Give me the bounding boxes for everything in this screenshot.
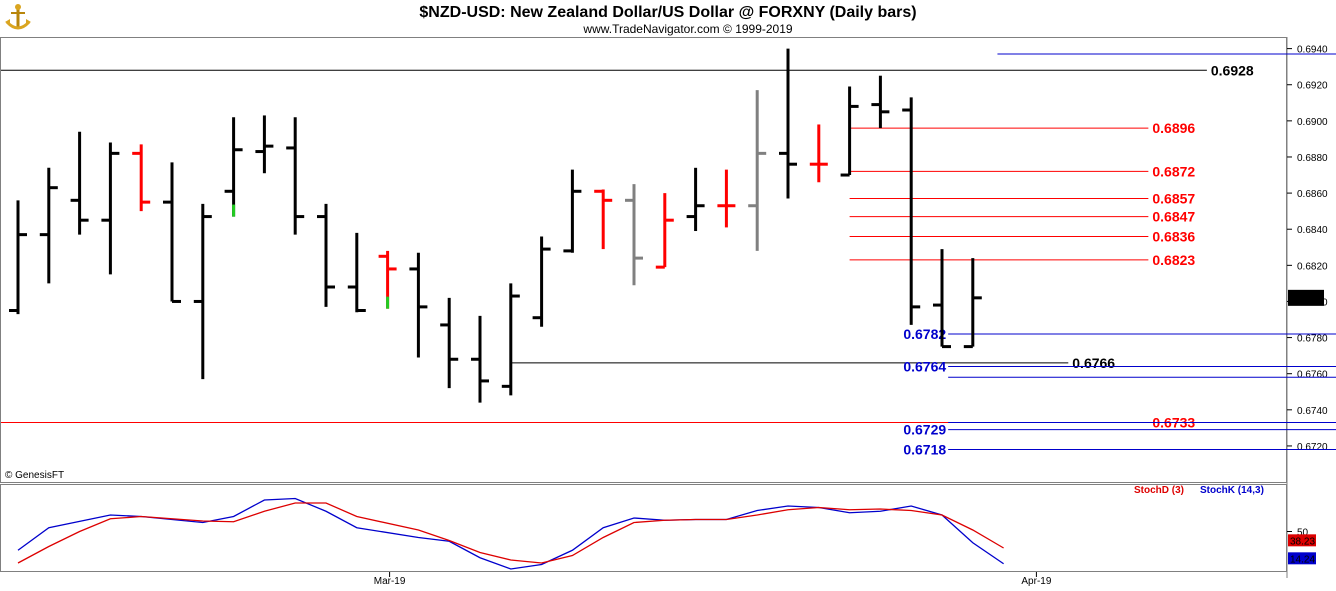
price-tick-label: 0.6900 bbox=[1297, 117, 1328, 128]
price-level-label: 0.6928 bbox=[1211, 62, 1254, 78]
price-bar bbox=[440, 297, 459, 389]
stochastic-lines bbox=[17, 497, 1004, 570]
price-bar bbox=[409, 252, 428, 358]
price-bar bbox=[501, 283, 520, 396]
price-bar bbox=[101, 142, 120, 275]
chart-title: $NZD-USD: New Zealand Dollar/US Dollar @… bbox=[419, 4, 916, 21]
price-level-label: 0.6823 bbox=[1152, 252, 1195, 268]
current-price-box bbox=[1288, 289, 1324, 306]
price-bar bbox=[532, 236, 551, 327]
price-tick-label: 0.6840 bbox=[1297, 225, 1328, 236]
anchor-logo-icon bbox=[3, 3, 35, 35]
price-level-label: 0.6857 bbox=[1152, 191, 1195, 207]
price-bar bbox=[933, 249, 951, 349]
price-tick-label: 0.6940 bbox=[1297, 45, 1328, 56]
price-bar bbox=[840, 86, 859, 177]
price-tick-label: 0.6760 bbox=[1297, 370, 1328, 381]
price-bar bbox=[378, 250, 397, 309]
price-level-label: 0.6836 bbox=[1152, 228, 1195, 244]
stochastic-last-label: 38.23 bbox=[1290, 536, 1315, 547]
price-bar bbox=[902, 97, 921, 325]
price-bars bbox=[9, 48, 982, 403]
price-bar bbox=[286, 117, 305, 235]
price-bar bbox=[471, 315, 489, 403]
stochastic-legend-item: StochD (3) bbox=[1134, 485, 1184, 496]
stochastic-last-label: 14.24 bbox=[1290, 554, 1315, 565]
stochastic-legend: StochD (3) StochK (14,3) bbox=[1134, 485, 1264, 496]
stochastic-last-box bbox=[1288, 552, 1316, 565]
stochastic-line bbox=[17, 497, 1004, 570]
price-tick-label: 0.6740 bbox=[1297, 406, 1328, 417]
price-bar bbox=[963, 258, 982, 349]
price-bar bbox=[317, 203, 335, 307]
price-bar bbox=[39, 167, 58, 284]
copyright-label: © GenesisFT bbox=[5, 470, 64, 481]
stochastic-panel-frame bbox=[0, 484, 1287, 572]
stochastic-line bbox=[17, 502, 1004, 564]
price-bar bbox=[9, 200, 27, 315]
price-level-label: 0.6764 bbox=[903, 358, 946, 374]
price-bar bbox=[655, 193, 674, 269]
current-price-group: 0.6802 bbox=[1288, 289, 1324, 306]
price-tick-label: 0.6780 bbox=[1297, 334, 1328, 345]
stochastic-legend-item: StochK (14,3) bbox=[1200, 485, 1264, 496]
price-bar bbox=[625, 184, 643, 286]
stochastic-axis: 50 14.24 38.23 bbox=[1287, 528, 1316, 565]
price-bar bbox=[70, 131, 89, 235]
price-bar bbox=[809, 124, 828, 183]
price-bar bbox=[255, 115, 274, 174]
price-level-label: 0.6872 bbox=[1152, 163, 1195, 179]
date-tick-label: Apr-19 bbox=[1021, 576, 1051, 587]
date-tick-label: Mar-19 bbox=[374, 576, 406, 587]
price-levels: 0.69370.69280.68960.68720.68570.68470.68… bbox=[1, 53, 1336, 458]
stochastic-tick-label: 50 bbox=[1297, 528, 1309, 539]
price-bar bbox=[748, 90, 767, 251]
price-bar bbox=[594, 189, 613, 250]
current-price-label: 0.6802 bbox=[1291, 294, 1322, 305]
date-axis: Mar-19 Apr-19 bbox=[374, 572, 1052, 587]
price-bar bbox=[779, 48, 797, 199]
price-level-label: 0.6782 bbox=[903, 326, 946, 342]
price-tick-label: 0.6720 bbox=[1297, 442, 1328, 453]
price-level-label: 0.6729 bbox=[903, 422, 946, 438]
price-bar bbox=[193, 203, 212, 380]
price-tick-label: 0.6820 bbox=[1297, 261, 1328, 272]
price-bar bbox=[224, 117, 243, 217]
price-bar bbox=[163, 162, 181, 303]
price-level-label: 0.6718 bbox=[903, 442, 946, 458]
price-bar bbox=[717, 169, 736, 228]
price-level-label: 0.6896 bbox=[1152, 120, 1195, 136]
chart-subtitle: www.TradeNavigator.com © 1999-2019 bbox=[582, 22, 792, 36]
price-bar bbox=[686, 167, 705, 232]
price-bar bbox=[563, 169, 582, 253]
price-bar bbox=[132, 144, 151, 212]
price-tick-label: 0.6860 bbox=[1297, 189, 1328, 200]
price-tick-label: 0.6920 bbox=[1297, 81, 1328, 92]
price-tick-label: 0.6880 bbox=[1297, 153, 1328, 164]
price-level-label: 0.6847 bbox=[1152, 209, 1195, 225]
price-level-label: 0.6766 bbox=[1072, 355, 1115, 371]
stochastic-last-box bbox=[1288, 534, 1316, 547]
price-bar bbox=[871, 75, 890, 129]
price-axis: 0.6940 0.6920 0.6900 0.6880 0.6860 0.6840 0.68… bbox=[1287, 45, 1328, 453]
price-bar bbox=[347, 232, 366, 313]
